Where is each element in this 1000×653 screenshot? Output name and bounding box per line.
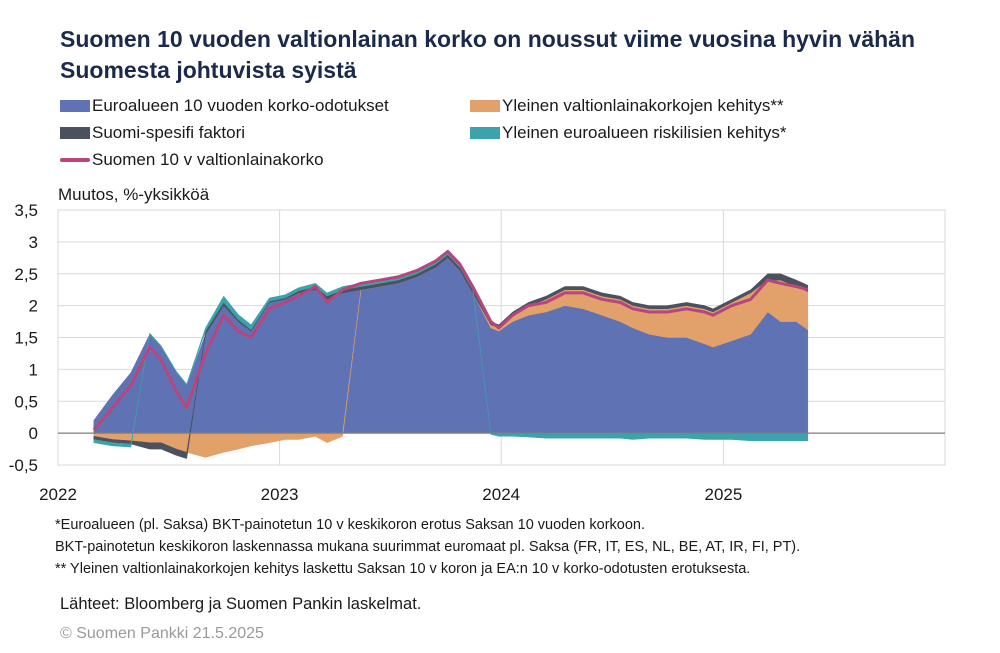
- legend-line-swatch: [60, 158, 90, 162]
- x-tick-label: 2022: [39, 485, 77, 504]
- legend-label: Suomi-spesifi faktori: [92, 123, 246, 142]
- legend-label: Suomen 10 v valtionlainakorko: [92, 150, 324, 169]
- y-tick-label: 3,5: [14, 201, 38, 220]
- chart-title: Suomen 10 vuoden valtionlainan korko on …: [60, 26, 916, 83]
- footnote-3: ** Yleinen valtionlainakorkojen kehitys …: [55, 561, 751, 577]
- legend-item-valtionlainakorkojen-kehitys: Yleinen valtionlainakorkojen kehitys**: [470, 96, 784, 116]
- y-tick-label: 3: [29, 233, 38, 252]
- legend-swatch: [60, 127, 90, 139]
- footnote-2: BKT-painotetun keskikoron laskennassa mu…: [55, 539, 801, 555]
- legend-label: Yleinen valtionlainakorkojen kehitys**: [502, 96, 784, 115]
- y-tick-label: 0: [29, 424, 38, 443]
- y-axis-label: Muutos, %-yksikköä: [58, 185, 210, 204]
- copyright-text: © Suomen Pankki 21.5.2025: [60, 625, 264, 642]
- legend-item-suomen-korko: Suomen 10 v valtionlainakorko: [60, 150, 324, 170]
- legend-item-suomi-spesifi: Suomi-spesifi faktori: [60, 123, 245, 143]
- x-tick-label: 2025: [704, 485, 742, 504]
- y-tick-label: -0,5: [9, 456, 38, 475]
- legend-label: Yleinen euroalueen riskilisien kehitys*: [502, 123, 787, 142]
- legend-swatch: [60, 100, 90, 112]
- y-tick-label: 2: [29, 297, 38, 316]
- legend-swatch: [470, 127, 500, 139]
- x-tick-label: 2023: [261, 485, 299, 504]
- area-korko-odotukset: [93, 257, 809, 434]
- legend-swatch: [470, 100, 500, 112]
- footnotes: *Euroalueen (pl. Saksa) BKT-painotetun 1…: [55, 514, 800, 580]
- legend-item-riskilisat: Yleinen euroalueen riskilisien kehitys*: [470, 123, 786, 143]
- y-tick-label: 1: [29, 360, 38, 379]
- y-tick-label: 2,5: [14, 265, 38, 284]
- source-text: Lähteet: Bloomberg ja Suomen Pankin lask…: [60, 595, 422, 613]
- line-suomen-10v-korko: [92, 249, 809, 431]
- x-tick-label: 2024: [482, 485, 520, 504]
- legend: Euroalueen 10 vuoden korko-odotukset Yle…: [60, 96, 960, 176]
- y-tick-label: 0,5: [14, 392, 38, 411]
- legend-item-korko-odotukset: Euroalueen 10 vuoden korko-odotukset: [60, 96, 389, 116]
- footnote-1: *Euroalueen (pl. Saksa) BKT-painotetun 1…: [55, 517, 646, 533]
- legend-label: Euroalueen 10 vuoden korko-odotukset: [92, 96, 389, 115]
- y-tick-label: 1,5: [14, 329, 38, 348]
